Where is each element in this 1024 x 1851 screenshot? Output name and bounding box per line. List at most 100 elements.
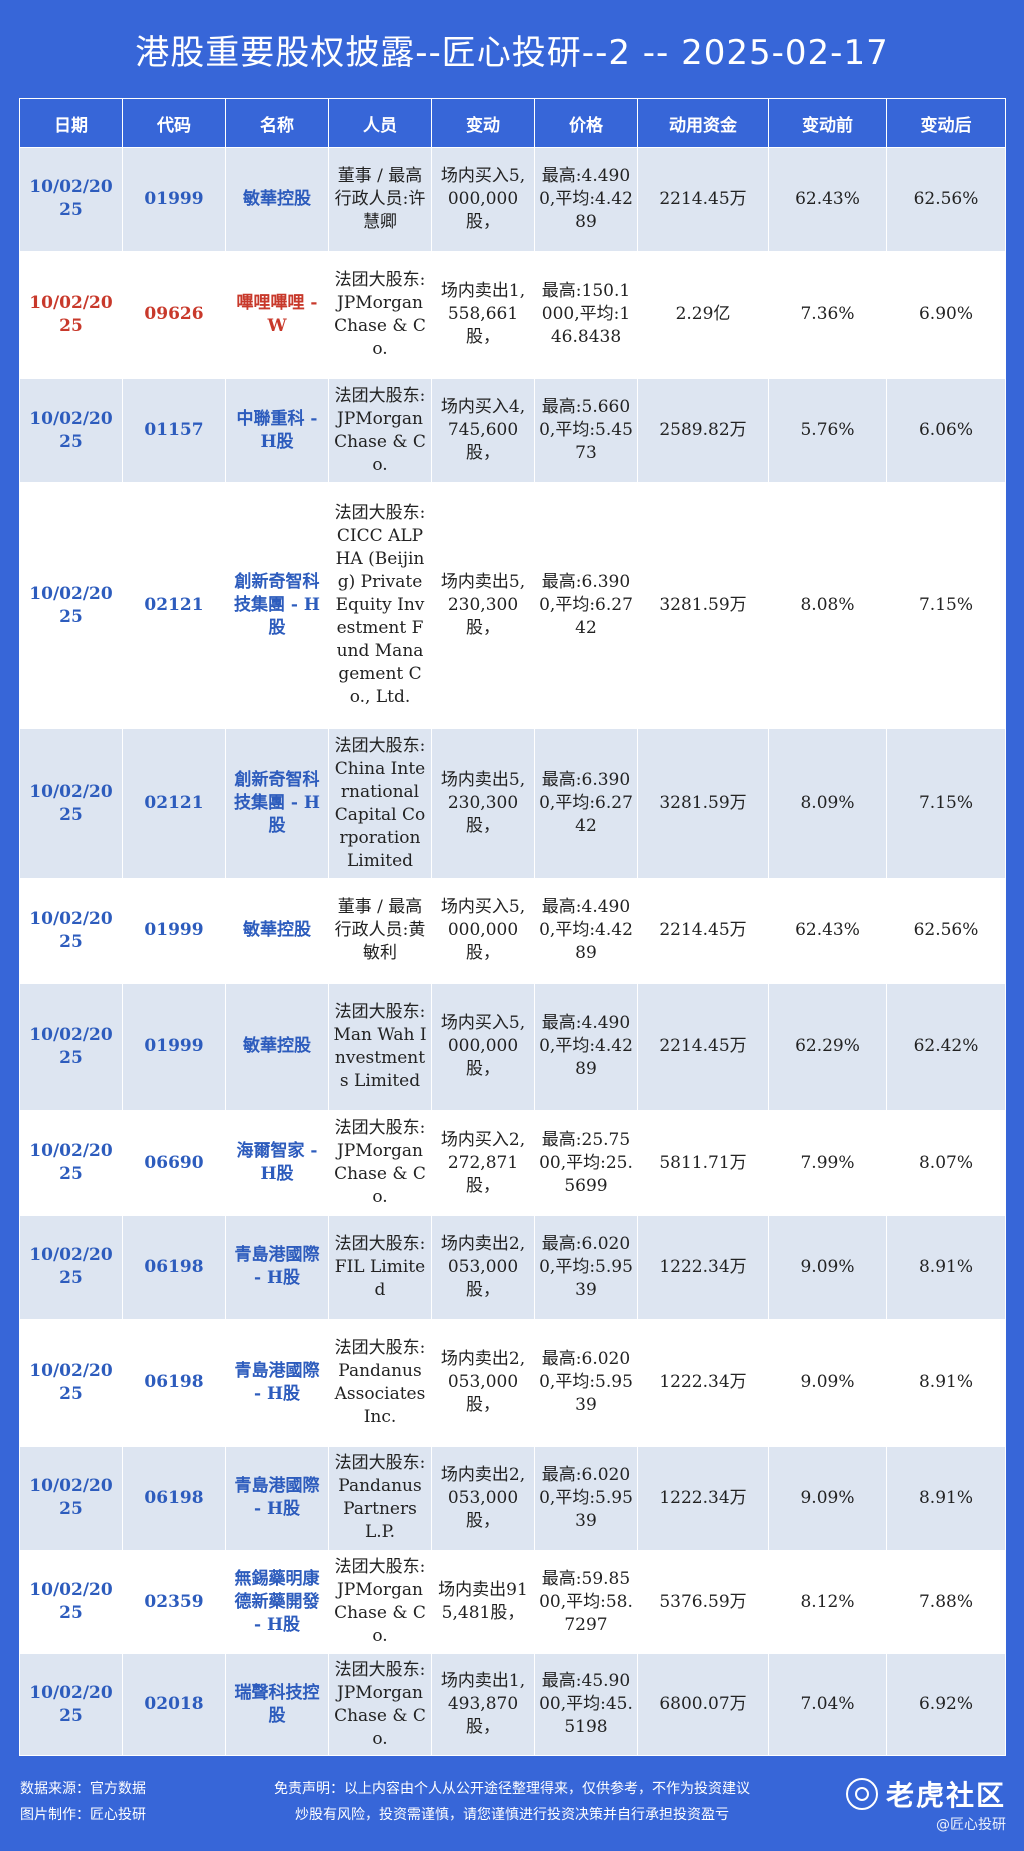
cell-funds: 1222.34万	[637, 1214, 769, 1320]
column-header-person: 人员	[328, 98, 432, 148]
cell-funds: 3281.59万	[637, 728, 769, 880]
cell-code: 06690	[122, 1110, 226, 1216]
cell-change: 场内买入2,272,871股，	[431, 1110, 535, 1216]
cell-change: 场内卖出2,053,000股，	[431, 1214, 535, 1320]
cell-price: 最高:150.1000,平均:146.8438	[534, 250, 638, 380]
table-row: 10/02/2025 02359 無錫藥明康德新藥開發 - H股 法团大股东:JPMo…	[19, 1549, 1006, 1655]
cell-date: 10/02/2025	[19, 878, 123, 984]
cell-person: 董事 / 最高行政人员:黄敏利	[328, 878, 432, 984]
cell-name: 敏華控股	[225, 147, 329, 252]
cell-change: 场内卖出2,053,000股，	[431, 1446, 535, 1551]
cell-change: 场内买入5,000,000股，	[431, 878, 535, 984]
cell-price: 最高:6.0200,平均:5.9539	[534, 1318, 638, 1448]
cell-date: 10/02/2025	[19, 728, 123, 880]
cell-after: 8.91%	[886, 1214, 1006, 1320]
cell-code: 01999	[122, 878, 226, 984]
data-source-text: 数据来源：官方数据	[20, 1781, 146, 1797]
cell-price: 最高:6.0200,平均:5.9539	[534, 1214, 638, 1320]
cell-after: 6.90%	[886, 250, 1006, 380]
cell-funds: 1222.34万	[637, 1318, 769, 1448]
table-row: 10/02/2025 06198 青島港國際 - H股 法团大股东:FIL Limit…	[19, 1214, 1006, 1320]
cell-after: 62.56%	[886, 878, 1006, 984]
cell-before: 9.09%	[768, 1446, 887, 1551]
cell-code: 02018	[122, 1653, 226, 1756]
cell-before: 7.99%	[768, 1110, 887, 1216]
cell-before: 62.29%	[768, 982, 887, 1112]
cell-price: 最高:4.4900,平均:4.4289	[534, 982, 638, 1112]
cell-name: 青島港國際 - H股	[225, 1446, 329, 1551]
cell-after: 8.91%	[886, 1446, 1006, 1551]
cell-name: 青島港國際 - H股	[225, 1318, 329, 1448]
cell-after: 6.06%	[886, 378, 1006, 483]
cell-before: 5.76%	[768, 378, 887, 483]
cell-name: 創新奇智科技集團 - H股	[225, 481, 329, 730]
cell-price: 最高:5.6600,平均:5.4573	[534, 378, 638, 483]
cell-person: 法团大股东:Pandanus Partners L.P.	[328, 1446, 432, 1551]
cell-person: 董事 / 最高行政人员:许慧卿	[328, 147, 432, 252]
cell-code: 02121	[122, 481, 226, 730]
cell-date: 10/02/2025	[19, 982, 123, 1112]
cell-date: 10/02/2025	[19, 378, 123, 483]
cell-before: 9.09%	[768, 1318, 887, 1448]
cell-name: 瑞聲科技控股	[225, 1653, 329, 1756]
cell-after: 7.88%	[886, 1549, 1006, 1655]
column-header-before: 变动前	[768, 98, 887, 148]
cell-date: 10/02/2025	[19, 147, 123, 252]
cell-price: 最高:6.3900,平均:6.2742	[534, 481, 638, 730]
page-title: 港股重要股权披露--匠心投研--2 -- 2025-02-17	[135, 32, 889, 73]
table-row: 10/02/2025 02121 創新奇智科技集團 - H股 法团大股东:CICC A…	[19, 481, 1006, 730]
column-header-code: 代码	[122, 98, 226, 148]
cell-price: 最高:25.7500,平均:25.5699	[534, 1110, 638, 1216]
cell-date: 10/02/2025	[19, 250, 123, 380]
cell-person: 法团大股东:Man Wah Investments Limited	[328, 982, 432, 1112]
disclosure-table: 日期 代码 名称 人员 变动 价格 动用资金 变动前 变动后 10/02/202…	[19, 98, 1006, 1756]
cell-person: 法团大股东:JPMorgan Chase & Co.	[328, 1110, 432, 1216]
cell-person: 法团大股东:JPMorgan Chase & Co.	[328, 1653, 432, 1756]
cell-before: 8.09%	[768, 728, 887, 880]
cell-date: 10/02/2025	[19, 1318, 123, 1448]
cell-change: 场内卖出5,230,300股，	[431, 728, 535, 880]
cell-change: 场内卖出1,493,870股，	[431, 1653, 535, 1756]
column-header-price: 价格	[534, 98, 638, 148]
cell-change: 场内卖出5,230,300股，	[431, 481, 535, 730]
cell-code: 06198	[122, 1214, 226, 1320]
table-row: 10/02/2025 01999 敏華控股 法团大股东:Man Wah Investm…	[19, 982, 1006, 1112]
cell-after: 6.92%	[886, 1653, 1006, 1756]
cell-before: 62.43%	[768, 878, 887, 984]
table-row: 10/02/2025 01999 敏華控股 董事 / 最高行政人员:许慧卿 场内买入5,…	[19, 147, 1006, 252]
cell-name: 青島港國際 - H股	[225, 1214, 329, 1320]
table-header-row: 日期 代码 名称 人员 变动 价格 动用资金 变动前 变动后	[19, 98, 1006, 148]
cell-person: 法团大股东:FIL Limited	[328, 1214, 432, 1320]
cell-before: 7.04%	[768, 1653, 887, 1756]
image-maker-text: 图片制作：匠心投研	[20, 1807, 146, 1823]
cell-funds: 2589.82万	[637, 378, 769, 483]
cell-name: 海爾智家 - H股	[225, 1110, 329, 1216]
cell-name: 中聯重科 - H股	[225, 378, 329, 483]
cell-before: 62.43%	[768, 147, 887, 252]
cell-funds: 2214.45万	[637, 982, 769, 1112]
cell-after: 8.07%	[886, 1110, 1006, 1216]
cell-after: 8.91%	[886, 1318, 1006, 1448]
cell-change: 场内卖出915,481股，	[431, 1549, 535, 1655]
cell-person: 法团大股东:JPMorgan Chase & Co.	[328, 378, 432, 483]
cell-price: 最高:4.4900,平均:4.4289	[534, 878, 638, 984]
cell-person: 法团大股东:Pandanus Associates Inc.	[328, 1318, 432, 1448]
table-row: 10/02/2025 09626 嗶哩嗶哩 - W 法团大股东:JPMorgan Ch…	[19, 250, 1006, 380]
cell-name: 嗶哩嗶哩 - W	[225, 250, 329, 380]
cell-date: 10/02/2025	[19, 481, 123, 730]
logo-text: 老虎社区	[885, 1779, 1006, 1812]
table-row: 10/02/2025 06690 海爾智家 - H股 法团大股东:JPMorgan C…	[19, 1110, 1006, 1216]
cell-name: 創新奇智科技集團 - H股	[225, 728, 329, 880]
cell-after: 7.15%	[886, 481, 1006, 730]
cell-code: 02359	[122, 1549, 226, 1655]
cell-price: 最高:6.3900,平均:6.2742	[534, 728, 638, 880]
cell-person: 法团大股东:JPMorgan Chase & Co.	[328, 1549, 432, 1655]
cell-funds: 1222.34万	[637, 1446, 769, 1551]
table-row: 10/02/2025 01157 中聯重科 - H股 法团大股东:JPMorgan C…	[19, 378, 1006, 483]
column-header-after: 变动后	[886, 98, 1006, 148]
table-row: 10/02/2025 06198 青島港國際 - H股 法团大股东:Pandanus …	[19, 1446, 1006, 1551]
tiger-community-logo: 老虎社区	[845, 1774, 1006, 1814]
cell-funds: 2214.45万	[637, 147, 769, 252]
column-header-change: 变动	[431, 98, 535, 148]
logo-watermark-handle: @匠心投研	[936, 1817, 1006, 1833]
